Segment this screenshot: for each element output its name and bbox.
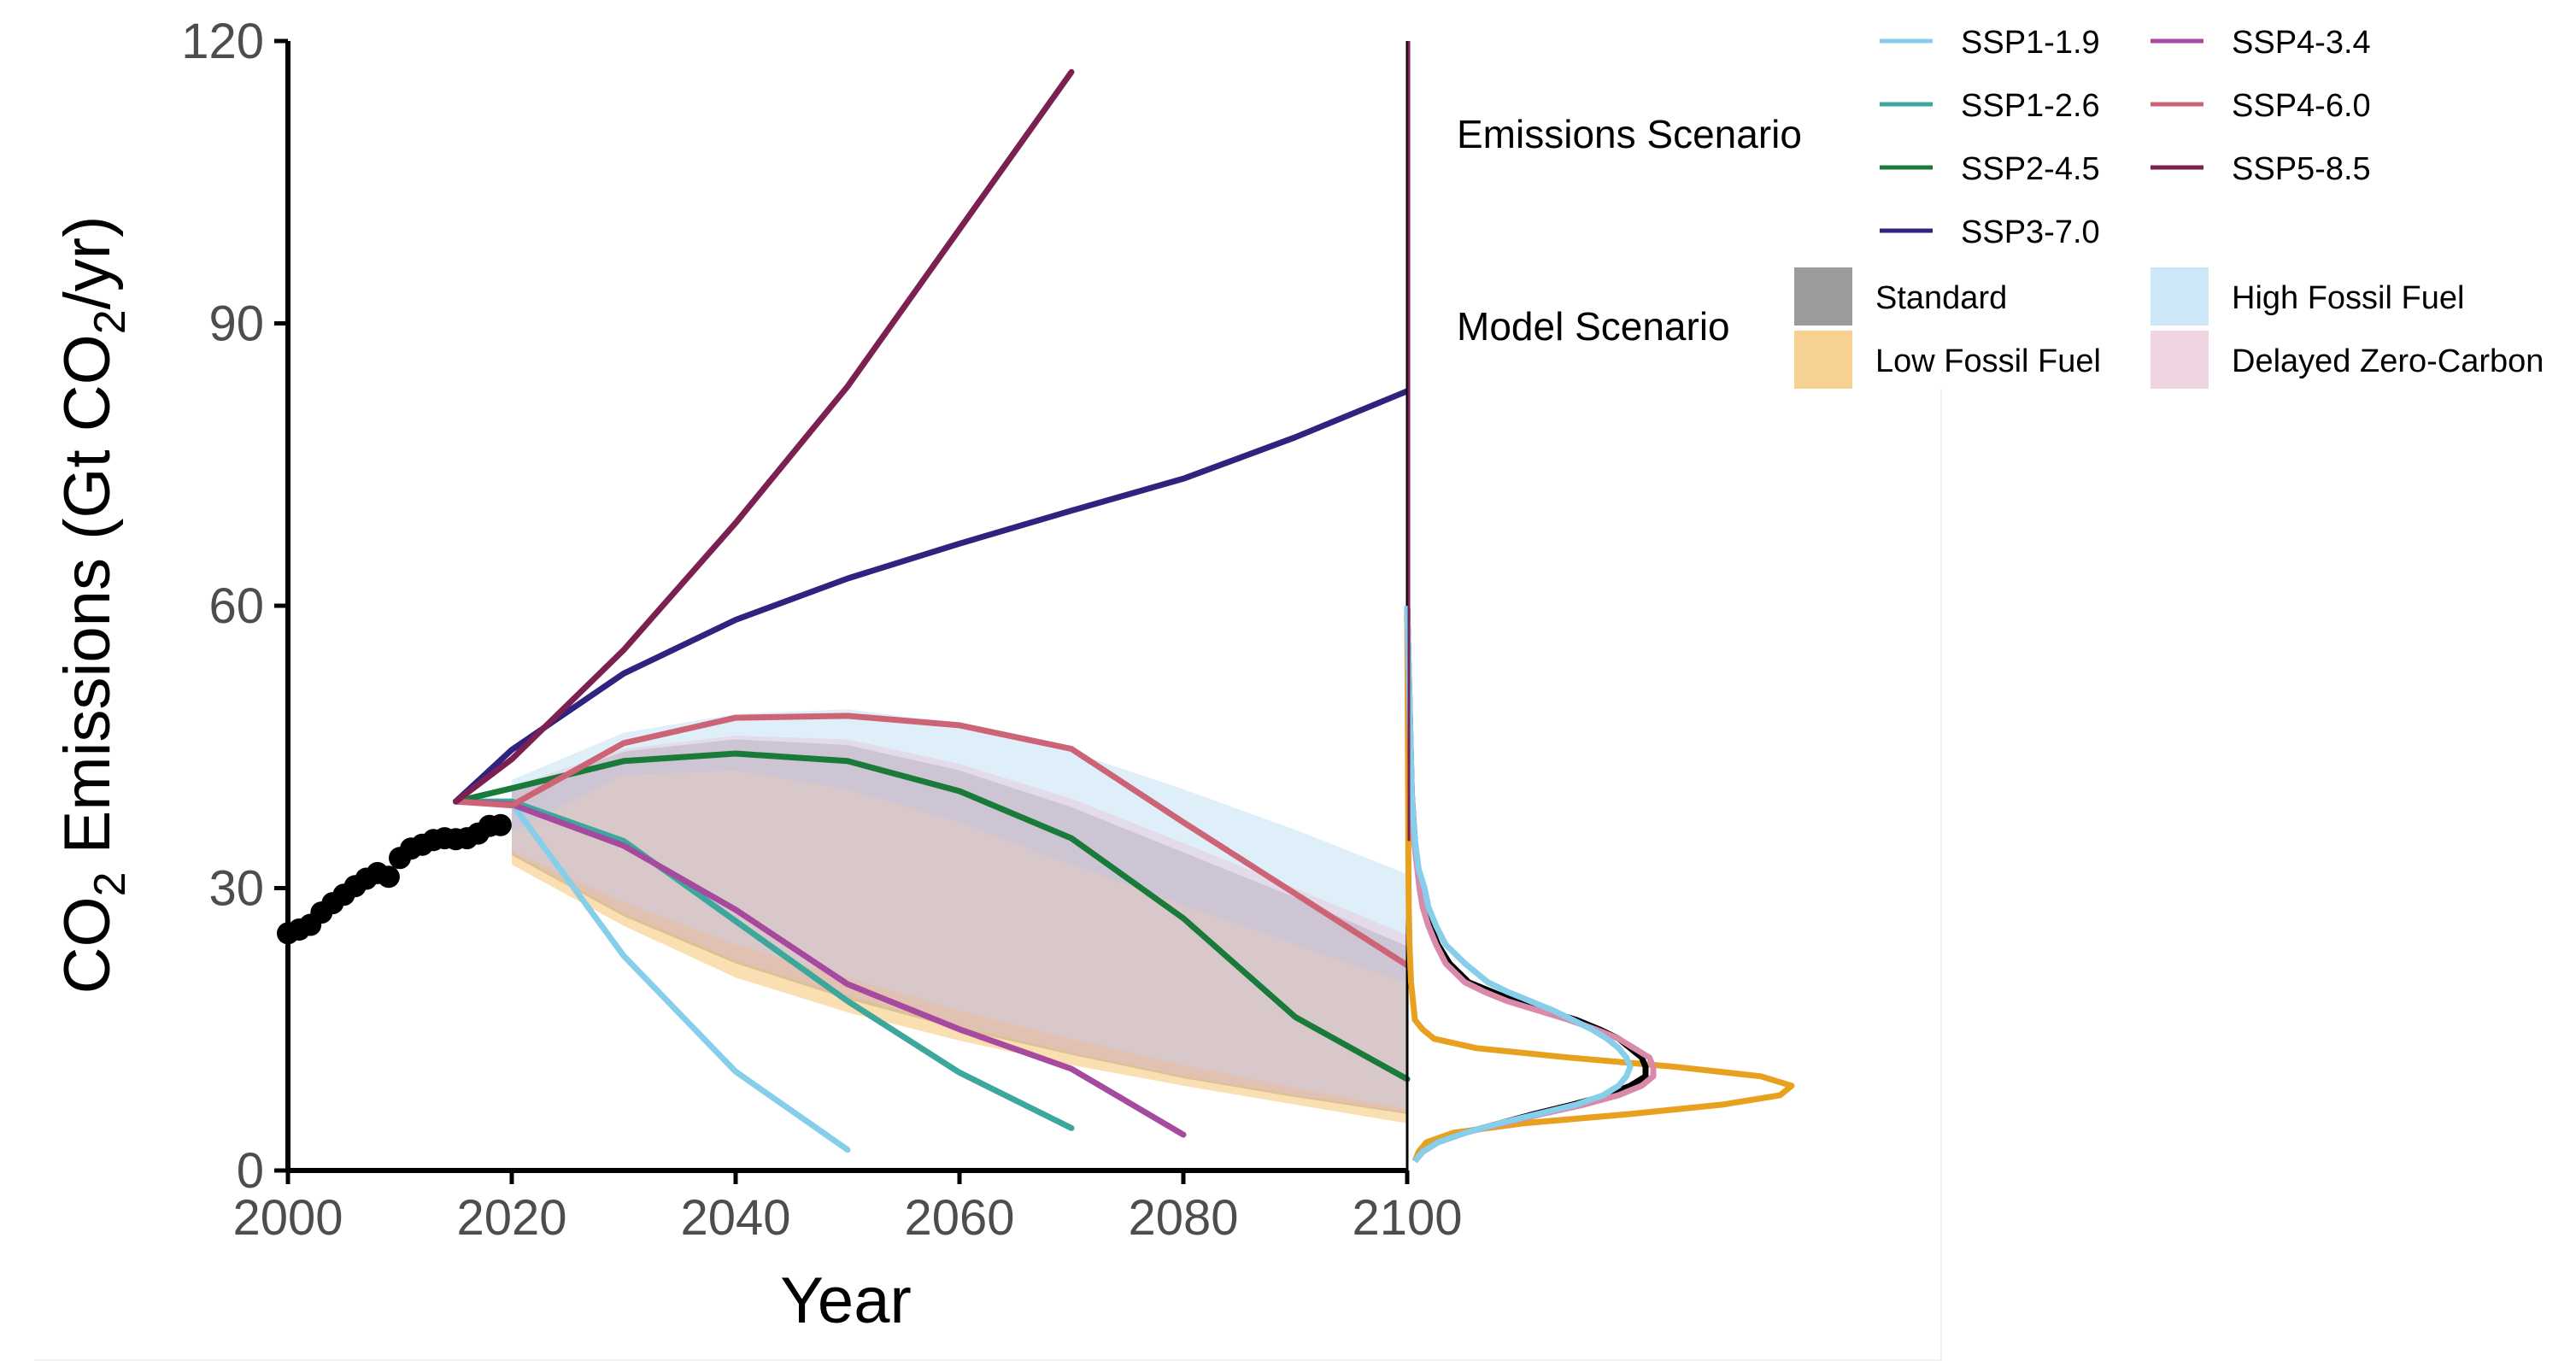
historical-point-2009	[377, 865, 400, 889]
legend-label-ssp1-2-6: SSP1-2.6	[1961, 88, 2100, 124]
x-axis-ticks: 2000 2020 2040 2060 2080 2100	[232, 1170, 1463, 1246]
legend-swatch-standard	[1794, 267, 1852, 326]
x-tick-label-2040: 2040	[680, 1190, 790, 1246]
y-tick-label-30: 30	[208, 861, 264, 917]
main-plot: 2000 2020 2040 2060 2080 2100 0 30 60 90 120	[181, 14, 1462, 1246]
model-legend-entries: Standard Low Fossil Fuel High Fossil Fuel D…	[1794, 267, 2544, 389]
y-tick-label-90: 90	[208, 296, 264, 352]
y-tick-label-120: 120	[181, 14, 264, 69]
legend-swatch-low-fossil-fuel	[1794, 331, 1852, 389]
legend-label-ssp2-4-5: SSP2-4.5	[1961, 151, 2100, 187]
band-high-fossil-fuel	[512, 709, 1407, 1110]
y-axis-ticks: 0 30 60 90 120	[181, 14, 288, 1199]
x-tick-label-2000: 2000	[232, 1190, 343, 1246]
legend: Emissions Scenario Model Scenario SSP1-1…	[1457, 25, 2544, 389]
x-tick-label-2020: 2020	[456, 1190, 566, 1246]
emissions-legend-entries: SSP1-1.9 SSP1-2.6 SSP2-4.5 SSP3-7.0 SSP4-3.4…	[1880, 25, 2371, 250]
emission-scenario-lines	[453, 68, 1411, 1153]
line-ssp5-8-5	[453, 68, 1075, 805]
y-axis-label: CO2 Emissions (Gt CO2/yr)	[51, 216, 135, 994]
y-tick-label-0: 0	[237, 1143, 264, 1199]
y-tick-label-60: 60	[208, 578, 264, 634]
legend-label-ssp4-6-0: SSP4-6.0	[2232, 88, 2371, 124]
density-panel	[1404, 41, 1795, 1164]
band-delayed-zero-carbon	[512, 736, 1407, 1112]
x-axis-label: Year	[780, 1264, 912, 1337]
line-ssp3-7-0	[453, 388, 1411, 805]
legend-label-ssp3-7-0: SSP3-7.0	[1961, 214, 2100, 250]
legend-label-ssp5-8-5: SSP5-8.5	[2232, 151, 2371, 187]
legend-label-ssp1-1-9: SSP1-1.9	[1961, 25, 2100, 61]
legend-label-standard: Standard	[1875, 280, 2007, 316]
line-ssp4-6-0	[453, 713, 1411, 969]
model-scenario-bands	[512, 709, 1407, 1123]
emissions-scenario-legend-title: Emissions Scenario	[1457, 112, 1802, 156]
x-tick-label-2100: 2100	[1352, 1190, 1462, 1246]
legend-label-ssp4-3-4: SSP4-3.4	[2232, 25, 2371, 61]
historical-point-2019	[489, 813, 512, 836]
x-tick-label-2080: 2080	[1128, 1190, 1238, 1246]
legend-swatch-high-fossil-fuel	[2151, 267, 2209, 326]
model-scenario-legend-title: Model Scenario	[1457, 304, 1730, 349]
legend-label-high-fossil-fuel: High Fossil Fuel	[2232, 280, 2464, 316]
x-tick-label-2060: 2060	[904, 1190, 1014, 1246]
legend-label-delayed-zero-carbon: Delayed Zero-Carbon	[2232, 343, 2544, 379]
legend-swatch-delayed-zero-carbon	[2151, 331, 2209, 389]
density-high-fossil-fuel	[1404, 605, 1634, 1164]
legend-label-low-fossil-fuel: Low Fossil Fuel	[1875, 343, 2101, 379]
line-ssp4-3-4	[453, 798, 1187, 1138]
band-low-fossil-fuel	[512, 770, 1407, 1123]
